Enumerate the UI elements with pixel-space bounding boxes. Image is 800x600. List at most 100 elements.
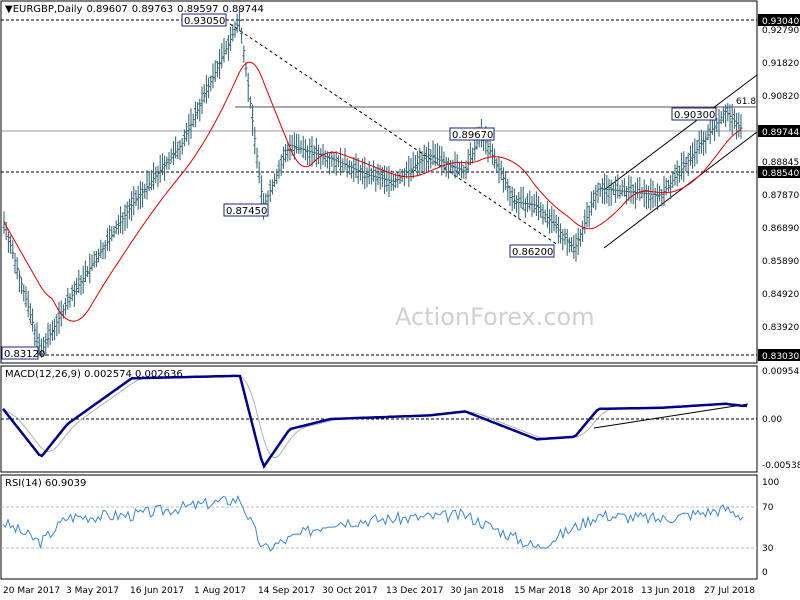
price-bar: [684, 156, 688, 172]
price-bar: [48, 323, 52, 345]
price-bar: [119, 206, 123, 234]
price-tick: 0.83920: [762, 323, 799, 333]
price-bar: [215, 61, 219, 78]
price-bar: [732, 108, 736, 129]
price-bar: [237, 7, 241, 32]
price-tag-box: [758, 14, 800, 26]
rsi-tick: 0: [762, 568, 768, 578]
time-tick: 27 Jul 2018: [704, 586, 755, 596]
price-bar: [257, 161, 261, 184]
price-bar: [171, 140, 175, 166]
price-bar: [141, 181, 145, 208]
price-bar: [387, 166, 391, 197]
price-bar: [185, 123, 189, 142]
price-bar: [394, 173, 398, 189]
price-bar: [147, 171, 151, 192]
watermark: ActionForex.com: [395, 303, 595, 331]
price-bar: [682, 151, 686, 183]
macd-label: MACD(12,26,9) 0.002574 0.002636: [5, 369, 183, 380]
price-tag-box: [758, 349, 800, 361]
symbol-marker: ▼: [5, 4, 13, 15]
price-bar: [422, 144, 426, 175]
rsi-tick: 30: [762, 544, 774, 554]
price-bar: [253, 126, 257, 155]
price-tick: 0.85890: [762, 257, 799, 267]
price-bar: [411, 151, 415, 179]
ohlc-low: 0.89597: [177, 4, 218, 15]
price-bar: [42, 336, 46, 354]
macd-trendline: [593, 403, 749, 429]
price-bar: [534, 191, 538, 217]
price-tick: 0.86890: [762, 224, 799, 234]
price-bar: [576, 227, 580, 255]
price-bar: [688, 145, 692, 166]
price-bar: [640, 186, 644, 199]
price-bar: [466, 149, 470, 172]
price-bar: [46, 322, 50, 348]
price-bar: [561, 228, 565, 251]
price-bar: [149, 170, 153, 191]
price-bar: [204, 75, 208, 104]
price-bar: [347, 160, 351, 175]
price-bar: [64, 298, 68, 316]
annotation-8745: 0.87450: [223, 203, 269, 217]
price-bar: [567, 237, 571, 253]
timeframe-label: Daily: [57, 4, 82, 15]
svg-text:0.87450: 0.87450: [226, 206, 267, 217]
price-bar: [314, 138, 318, 167]
price-bar: [666, 179, 670, 192]
price-tag: 0.93040: [762, 17, 799, 27]
price-bar: [510, 186, 514, 212]
price-bar: [598, 183, 602, 197]
price-bar: [697, 131, 701, 155]
price-bar: [136, 185, 140, 211]
price-bar: [699, 129, 703, 154]
price-bar: [545, 201, 549, 228]
symbol-label: EURGBP: [13, 4, 54, 15]
price-bar: [295, 133, 299, 154]
price-bar: [464, 160, 468, 180]
price-bar: [167, 152, 171, 170]
price-bar: [365, 167, 369, 188]
price-bar: [442, 151, 446, 174]
price-bar: [490, 143, 494, 165]
time-axis: 20 Mar 2017 3 May 2017 16 Jun 2017 1 Aug…: [1, 578, 757, 596]
macd-tick: -0.00538: [762, 461, 800, 471]
price-bar: [226, 35, 230, 61]
price-bar: [303, 139, 307, 161]
price-bar: [277, 160, 281, 179]
price-bar: [539, 202, 543, 218]
price-tag: 0.83030: [762, 352, 799, 362]
price-bar: [618, 184, 622, 199]
price-bar: [462, 164, 466, 179]
price-bar: [165, 156, 169, 170]
price-bar: [644, 184, 648, 209]
price-bar: [416, 151, 420, 177]
price-bar: [647, 185, 651, 209]
price-tick: 0.84920: [762, 290, 799, 300]
price-bar: [83, 260, 87, 283]
price-bar: [363, 157, 367, 189]
price-bar: [55, 314, 59, 337]
price-bar: [270, 179, 274, 195]
price-tick: 0.92790: [762, 26, 799, 36]
price-bar: [132, 186, 136, 216]
price-bar: [220, 43, 224, 69]
price-bar: [455, 154, 459, 178]
price-bar: [541, 204, 545, 225]
price-bar: [680, 152, 684, 180]
price-bar: [372, 160, 376, 182]
price-bar: [28, 303, 32, 324]
price-bar: [248, 96, 252, 109]
price-bar: [68, 293, 72, 308]
price-bar: [345, 158, 349, 178]
price-bar: [123, 204, 127, 232]
price-bar: [658, 185, 662, 202]
price-bar: [112, 225, 116, 238]
price-bar: [299, 140, 303, 154]
price-bar: [675, 160, 679, 187]
price-bar: [114, 220, 118, 235]
price-bar: [433, 143, 437, 167]
annotation-930: 0.93050: [181, 13, 227, 27]
channel-upper: [603, 74, 758, 191]
